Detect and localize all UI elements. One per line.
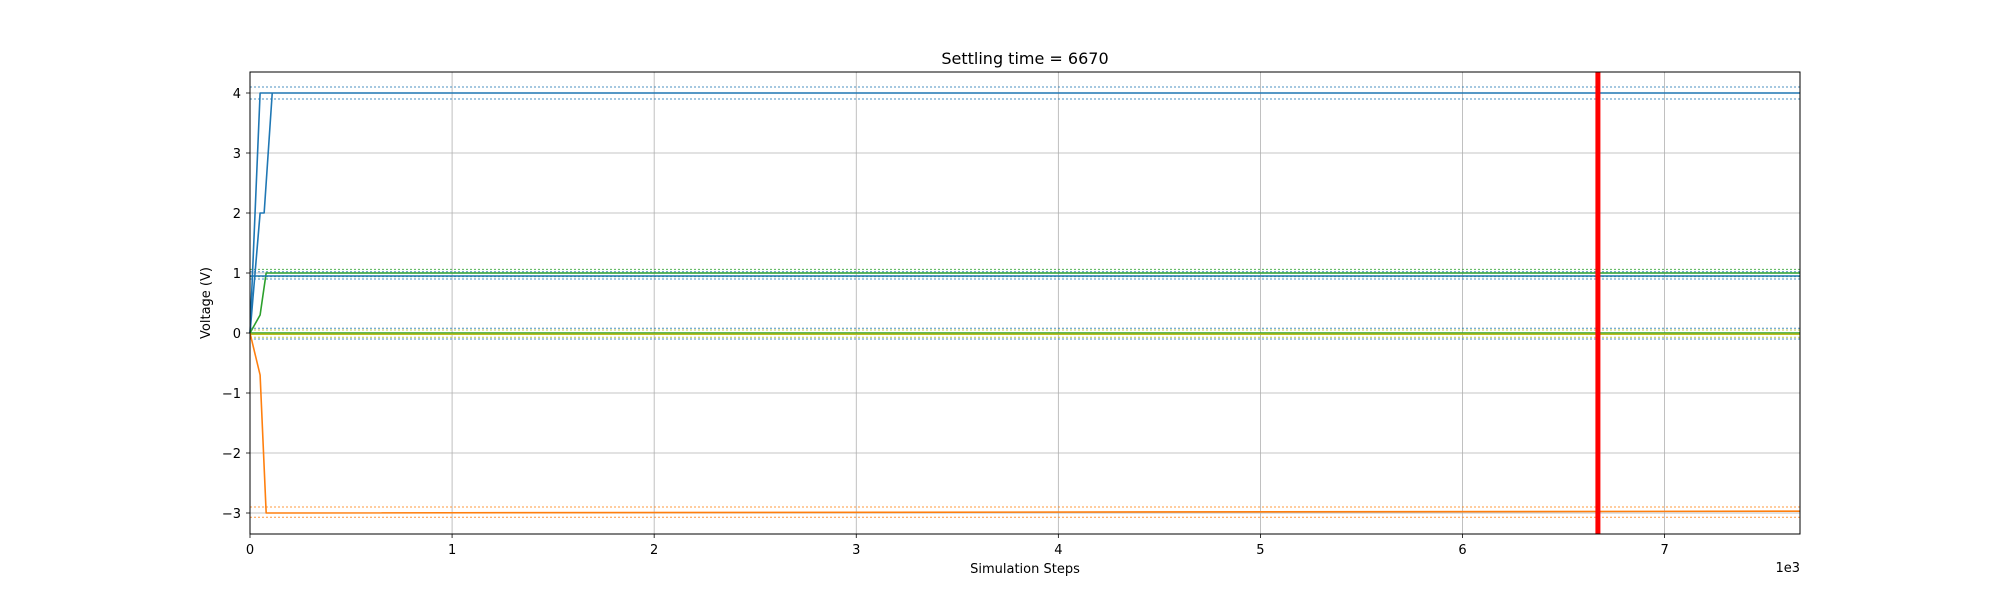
x-tick-label: 5 [1256, 543, 1264, 558]
plot-area-background [250, 72, 1800, 534]
plot-area-frame [249, 71, 1801, 535]
y-tick-label: 3 [233, 147, 241, 162]
x-axis-label: Simulation Steps [970, 562, 1080, 577]
y-tick-label: −2 [222, 447, 241, 462]
x-tick-label: 6 [1458, 543, 1466, 558]
x-tick-label: 4 [1054, 543, 1062, 558]
series-line [249, 272, 1800, 334]
chart-title: Settling time = 6670 [941, 49, 1108, 68]
y-tick-label: 4 [233, 87, 241, 102]
x-tick-label: 3 [852, 543, 860, 558]
y-tick-label: 2 [233, 207, 241, 222]
x-tick-label: 1 [448, 543, 456, 558]
x-tick-label: 0 [246, 543, 254, 558]
data-series [249, 92, 1801, 514]
y-tick-label: −3 [222, 507, 241, 522]
x-tick-label: 2 [650, 543, 658, 558]
y-tick-label: 1 [233, 267, 241, 282]
y-axis-label: Voltage (V) [199, 267, 214, 339]
axis-ticks: 0 1 2 3 4 5 6 7 −3 −2 −1 0 1 2 3 4 [222, 87, 1669, 558]
series-line [249, 92, 1800, 334]
x-tick-label: 7 [1660, 543, 1668, 558]
y-tick-label: −1 [222, 387, 241, 402]
y-tick-label: 0 [233, 327, 241, 342]
series-line [249, 332, 1801, 514]
x-axis-offset-label: 1e3 [1775, 561, 1800, 576]
series-line [249, 92, 274, 334]
